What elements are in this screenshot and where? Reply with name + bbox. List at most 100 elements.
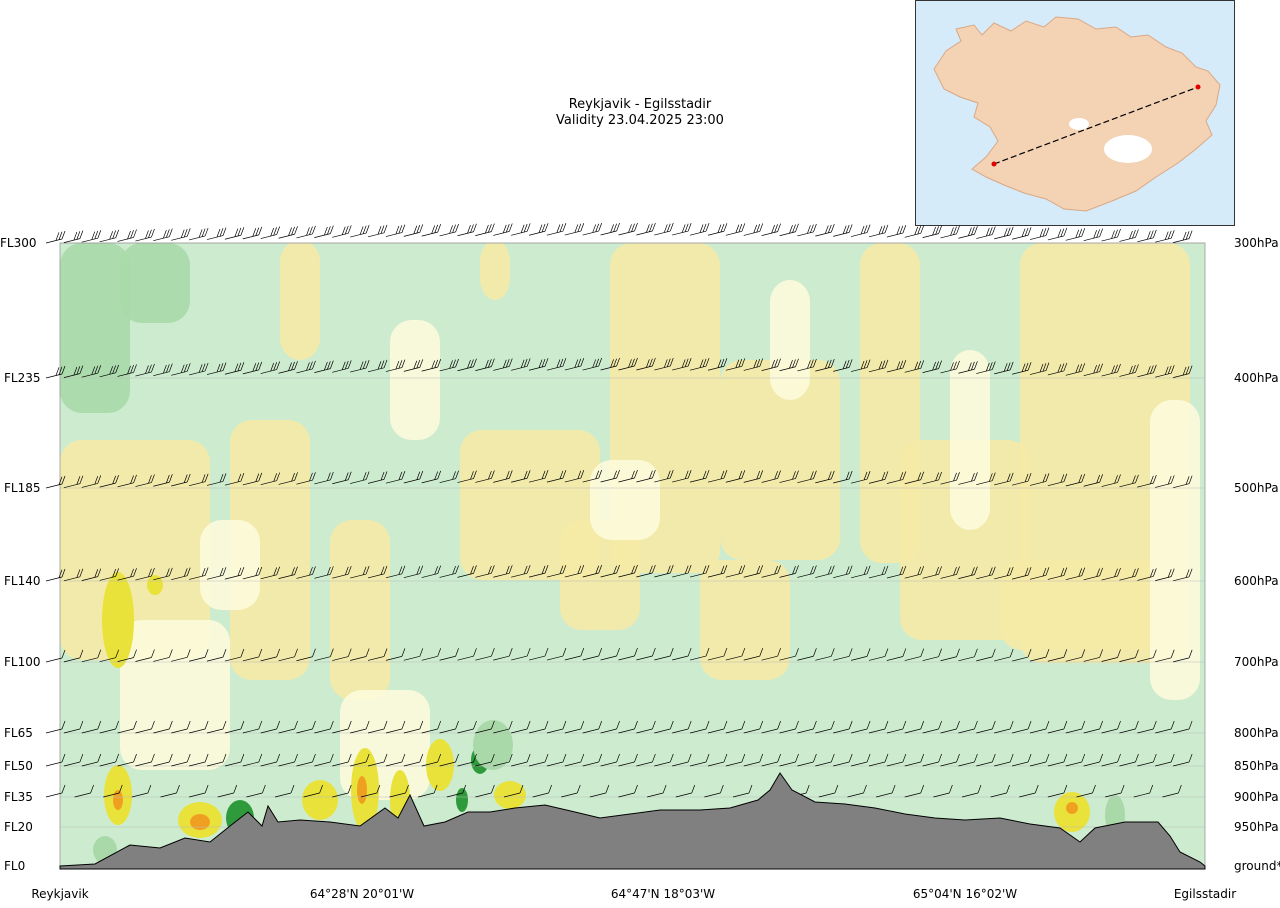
wind-barb-flag [592,359,597,368]
pressure-level-label: 400hPa [1234,371,1279,385]
wind-barb-flag [347,753,352,763]
wind-barb-flag [878,361,883,370]
wind-barb-flag [884,753,889,763]
flight-level-label: FL50 [4,759,33,773]
wind-barb-flag [470,565,474,575]
wind-barb-flag [240,753,245,763]
wind-barb-flag [488,359,492,368]
wind-barb-flag [863,225,868,234]
wind-barb-flag [1009,472,1014,482]
wind-barb [868,224,889,238]
wind-barb-shaft [654,655,671,661]
wind-barb [81,475,102,488]
wind-barb-shaft [1047,235,1064,241]
wind-barb [636,647,656,661]
wind-barb [922,720,942,734]
wind-barb-flag [76,569,81,578]
wind-barb-flag [669,720,674,730]
wind-barb-flag [1063,473,1068,482]
wind-barb-flag [805,784,810,794]
wind-barb [206,649,227,662]
wind-barb [153,567,173,581]
wind-barb [242,648,263,662]
wind-barb [528,470,549,483]
wind-barb-shaft [171,728,188,734]
wind-barb-flag [753,359,758,368]
wind-barb-flag [595,358,600,367]
wind-barb-flag [1027,227,1032,236]
wind-barb-shaft [904,792,921,798]
wind-barb-flag [1182,366,1187,376]
wind-barb [958,226,978,239]
wind-barb-flag [649,223,653,232]
wind-barb-flag [616,222,620,232]
wind-barb [707,647,728,661]
wind-barb-flag [1132,365,1136,374]
wind-barb-flag [186,228,191,237]
wind-barb [779,565,799,578]
wind-barb-flag [669,753,674,763]
wind-barb [421,359,442,372]
wind-barb-flag [455,753,459,763]
wind-barb-flag [991,566,996,575]
wind-barb-flag [488,471,492,480]
wind-barb [672,469,692,483]
wind-barb-flag [687,357,692,367]
wind-barb-shaft [1047,792,1064,798]
location-label: 64°47'N 18°03'W [611,887,715,901]
wind-barb [961,784,982,798]
humidity-band [120,620,230,770]
wind-barb-shaft [350,656,367,661]
flight-level-label: FL35 [4,790,33,804]
wind-barb [206,362,227,375]
wind-barb [1155,753,1175,767]
wind-barb-flag [1153,649,1157,658]
wind-barb-flag [723,564,728,574]
wind-barb-flag [1117,720,1121,730]
wind-barb [707,223,728,236]
wind-barb-flag [255,567,260,576]
wind-barb [868,565,889,579]
wind-barb-flag [508,470,513,479]
wind-barb-flag [222,362,227,371]
wind-barb [457,470,477,483]
wind-barb [314,753,334,767]
wind-barb-flag [309,361,313,370]
wind-barb-shaft [117,237,134,242]
wind-barb-flag [1093,364,1097,374]
wind-barb-flag [431,360,436,369]
wind-barb-flag [395,225,400,235]
wind-barb-flag [291,361,295,371]
wind-barb-flag [1096,229,1100,238]
wind-barb-flag [115,720,119,730]
wind-barb-shaft [278,233,295,239]
wind-barb-flag [974,361,978,370]
wind-barb-flag [705,720,710,730]
wind-barb-flag [932,361,936,371]
wind-barb-flag [652,647,656,657]
wind-barb-flag [324,226,328,236]
inset-map [915,0,1235,226]
wind-barb [1119,364,1139,377]
wind-barb-flag [1081,567,1086,576]
wind-barb-shaft [189,792,206,798]
wind-barb [618,647,638,661]
wind-barb [707,753,728,767]
wind-barb [278,648,298,662]
wind-barb [242,720,263,734]
wind-barb [564,753,585,767]
wind-barb [618,753,638,767]
wind-barb-flag [738,565,743,574]
wind-barb-flag [401,359,406,368]
wind-barb-flag [771,224,775,234]
wind-barb-flag [312,566,316,575]
wind-barb-shaft [385,728,403,734]
wind-barb [350,565,370,579]
wind-barb-flag [538,224,543,233]
wind-barb-flag [720,565,725,574]
wind-barb-flag [748,784,753,794]
wind-barb-shaft [546,655,564,661]
wind-barb-flag [920,471,925,480]
wind-barb [421,470,442,484]
